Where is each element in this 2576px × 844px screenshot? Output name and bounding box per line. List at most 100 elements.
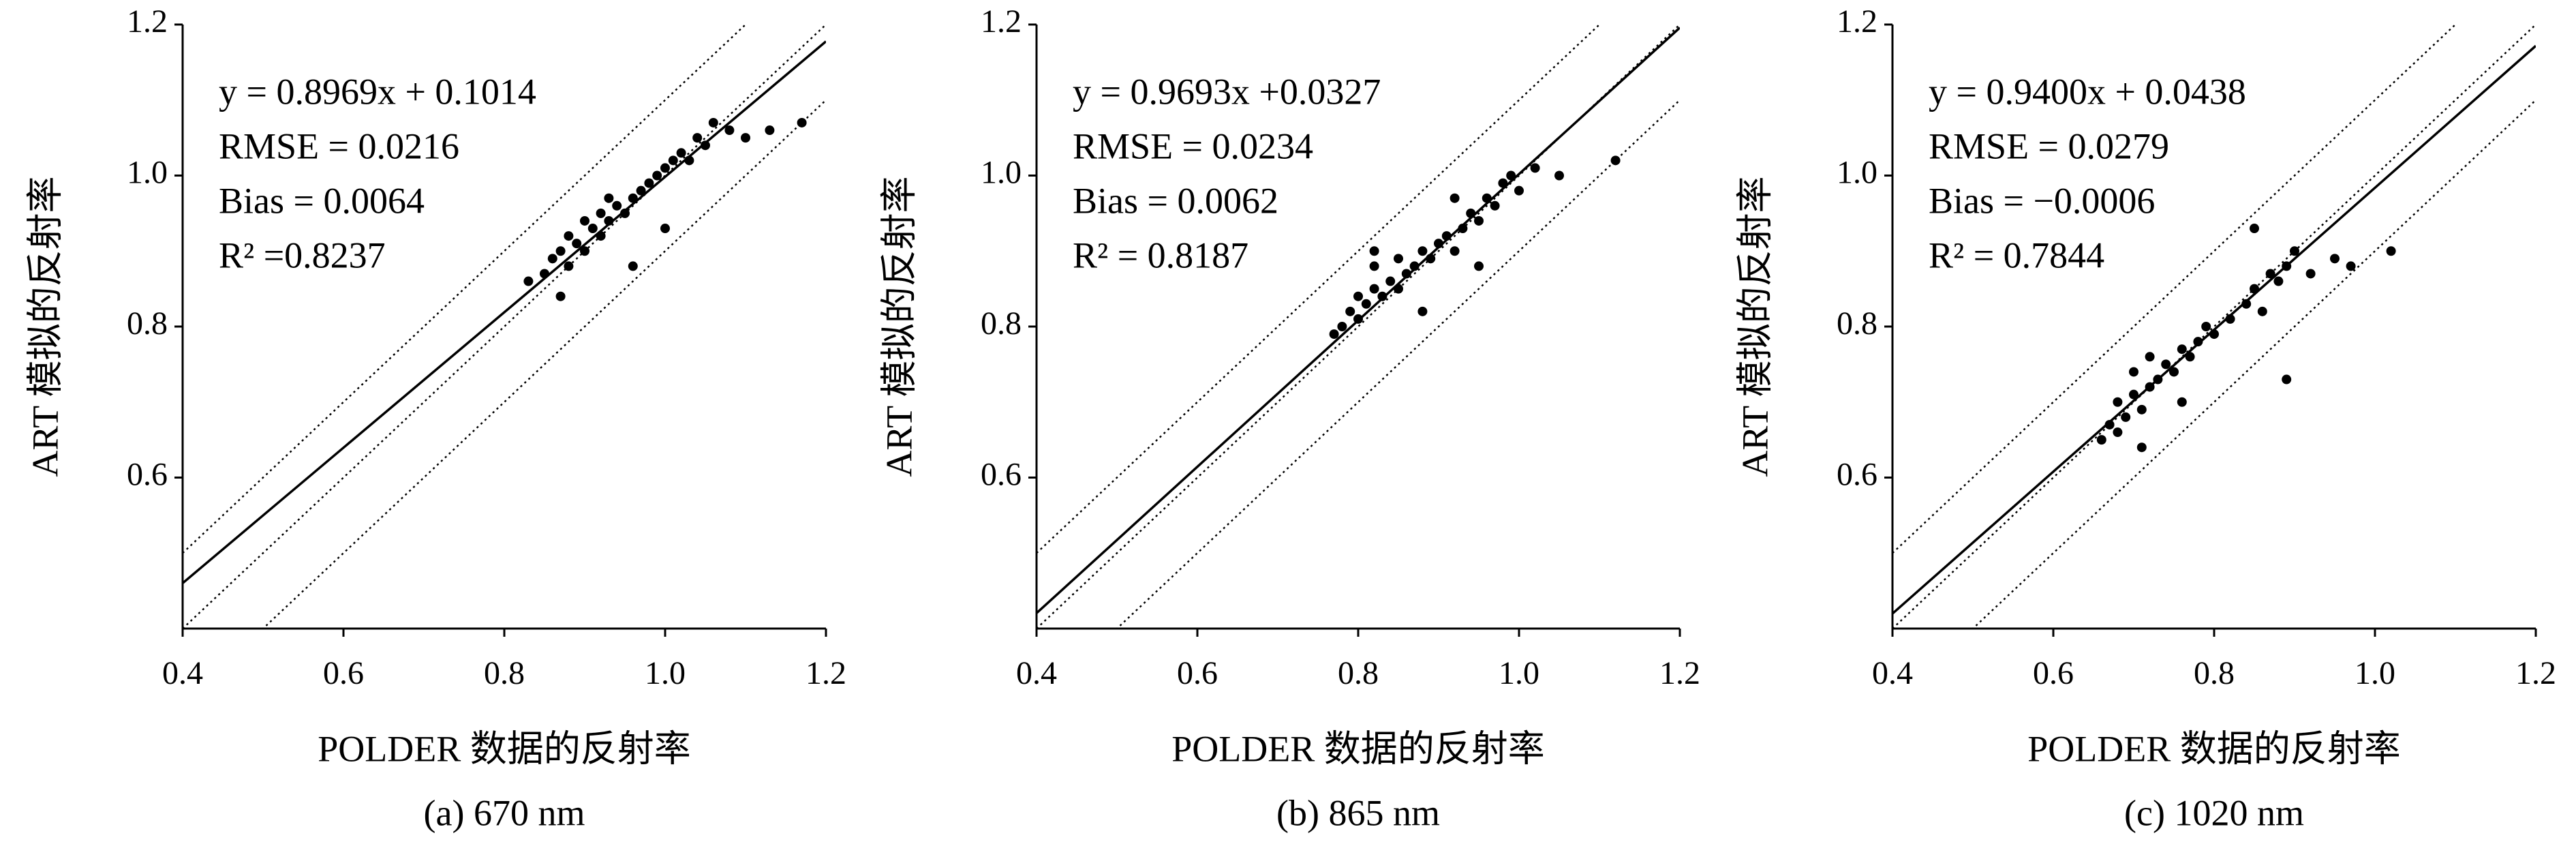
x-tick-label: 0.6 xyxy=(1177,655,1218,691)
panel: 0.4 0.6 0.8 1.0 1.2 0.6 0.8 1.0 1.2 y = 0.9693x +… xyxy=(878,3,1700,833)
scatter-point xyxy=(2257,306,2267,316)
caption: (c) 1020 nm xyxy=(2124,792,2304,833)
scatter-point xyxy=(2290,246,2299,256)
scatter-point xyxy=(668,155,678,166)
scatter-point xyxy=(1426,254,1436,264)
scatter-point xyxy=(2129,367,2138,377)
scatter-point xyxy=(636,185,646,196)
scatter-point xyxy=(1345,306,1355,316)
scatter-point xyxy=(660,163,670,173)
stat-annotation: RMSE = 0.0234 xyxy=(1073,125,1313,166)
scatter-point xyxy=(1353,314,1363,324)
scatter-point xyxy=(604,215,614,226)
x-tick-label: 0.8 xyxy=(484,655,525,691)
scatter-point xyxy=(741,133,750,143)
scatter-point xyxy=(684,155,694,166)
scatter-point xyxy=(1441,231,1452,241)
scatter-point xyxy=(1514,185,1524,196)
scatter-point xyxy=(564,231,574,241)
scatter-point xyxy=(547,254,557,264)
x-axis-label: POLDER 数据的反射率 xyxy=(318,728,691,769)
one-to-one-line xyxy=(1892,25,2536,629)
scatter-point xyxy=(1610,155,1621,166)
x-tick-label: 0.4 xyxy=(1016,655,1057,691)
fit-line xyxy=(183,40,826,584)
stat-annotation: R² = 0.8187 xyxy=(1073,235,1248,275)
scatter-point xyxy=(580,246,589,256)
scatter-point xyxy=(1474,215,1484,226)
scatter-point xyxy=(1554,170,1564,181)
scatter-point xyxy=(2225,314,2235,324)
scatter-point xyxy=(652,170,662,181)
y-tick-label: 1.0 xyxy=(1837,155,1877,191)
scatter-point xyxy=(2113,427,2123,438)
scatter-point xyxy=(660,224,670,234)
one-to-one-line xyxy=(183,25,826,629)
y-axis-label: ART 模拟的反射率 xyxy=(1734,176,1775,477)
stat-annotation: y = 0.9400x + 0.0438 xyxy=(1929,71,2246,112)
scatter-point xyxy=(724,125,735,136)
x-tick-label: 0.6 xyxy=(323,655,364,691)
plot-area xyxy=(183,25,826,629)
scatter-point xyxy=(572,239,582,249)
scatter-point xyxy=(2346,261,2356,271)
scatter-point xyxy=(1353,291,1363,301)
scatter-point xyxy=(628,261,638,271)
scatter-point xyxy=(2201,322,2211,331)
scatter-point xyxy=(2145,352,2155,362)
x-axis-label: POLDER 数据的反射率 xyxy=(2027,728,2401,769)
scatter-point xyxy=(2129,389,2138,400)
caption: (b) 865 nm xyxy=(1276,792,1440,833)
scatter-point xyxy=(1401,269,1411,279)
scatter-point xyxy=(2136,442,2147,453)
x-tick-label: 1.2 xyxy=(2515,655,2556,691)
panel: 0.4 0.6 0.8 1.0 1.2 0.6 0.8 1.0 1.2 y = 0.8969x +… xyxy=(25,3,846,833)
scatter-point xyxy=(708,117,718,127)
scatter-point xyxy=(1417,246,1428,256)
scatter-point xyxy=(540,269,549,279)
scatter-point xyxy=(692,133,703,143)
y-axis-label: ART 模拟的反射率 xyxy=(878,176,919,477)
scatter-point xyxy=(1409,261,1420,271)
scatter-point xyxy=(1329,329,1339,340)
scatter-point xyxy=(1417,306,1428,316)
plot-area xyxy=(1037,25,1680,629)
scatter-point xyxy=(1482,193,1492,203)
scatter-point xyxy=(1434,239,1443,249)
scatter-point xyxy=(612,200,622,211)
y-tick-label: 1.0 xyxy=(127,155,168,191)
scatter-point xyxy=(1530,163,1540,173)
scatter-point xyxy=(2282,261,2292,271)
scatter-point xyxy=(2386,246,2396,256)
scatter-point xyxy=(2169,367,2179,377)
scatter-point xyxy=(1394,284,1403,294)
x-tick-label: 1.0 xyxy=(645,655,686,691)
x-tick-label: 0.8 xyxy=(1338,655,1379,691)
scatter-point xyxy=(1377,291,1387,301)
scatter-point xyxy=(1466,208,1476,218)
x-tick-label: 0.6 xyxy=(2033,655,2074,691)
y-tick-label: 0.8 xyxy=(127,305,168,342)
scatter-point xyxy=(2177,344,2187,355)
y-tick-label: 1.2 xyxy=(981,3,1022,40)
y-tick-label: 0.8 xyxy=(981,305,1022,342)
scatter-point xyxy=(1337,322,1347,331)
stat-annotation: y = 0.8969x + 0.1014 xyxy=(219,71,536,112)
scatter-point xyxy=(2096,435,2106,445)
stat-annotation: R² =0.8237 xyxy=(219,235,386,275)
y-axis-label: ART 模拟的反射率 xyxy=(25,176,65,477)
x-tick-label: 0.4 xyxy=(1872,655,1913,691)
scatter-point xyxy=(564,261,574,271)
x-axis-label: POLDER 数据的反射率 xyxy=(1171,728,1545,769)
scatter-point xyxy=(596,231,606,241)
scatter-point xyxy=(1474,261,1484,271)
scatter-point xyxy=(2113,397,2123,407)
scatter-point xyxy=(1369,284,1379,294)
scatter-point xyxy=(1394,254,1403,264)
scatter-point xyxy=(2145,382,2155,392)
stat-annotation: Bias = −0.0006 xyxy=(1929,180,2155,221)
scatter-point xyxy=(765,125,775,136)
scatter-point xyxy=(1369,246,1379,256)
scatter-point xyxy=(2104,419,2115,429)
scatter-point xyxy=(644,178,654,188)
